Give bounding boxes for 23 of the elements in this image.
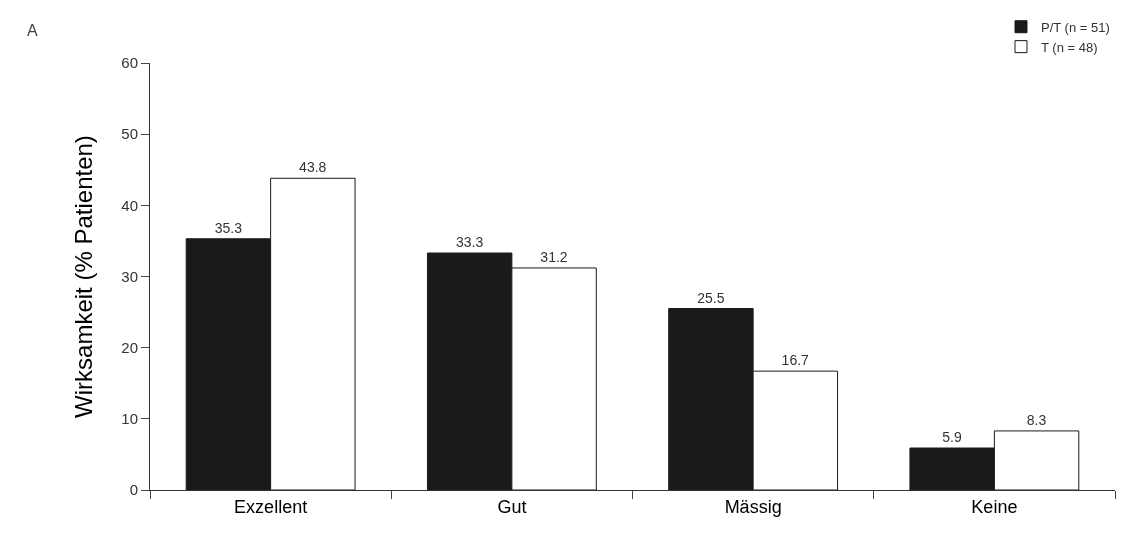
data-label: 5.9 [942,429,962,446]
data-label: 43.8 [299,159,327,176]
y-tick-label: 0 [129,481,138,499]
data-label: 8.3 [1026,411,1047,428]
y-tick-label: 10 [121,410,138,428]
legend-label: T (n = 48) [1041,39,1098,55]
legend-label: P/T (n = 51) [1041,19,1110,35]
y-tick-label: 40 [121,196,138,214]
data-label: 25.5 [697,289,725,306]
x-tick-label: Gut [497,496,527,517]
x-tick-label: Keine [971,496,1018,517]
y-tick-label: 60 [121,54,138,72]
y-tick-label: 50 [121,125,138,143]
y-tick-label: 20 [121,338,138,356]
x-tick-label: Exzellent [234,496,308,517]
data-label: 31.2 [540,248,568,265]
data-label: 16.7 [781,352,810,369]
y-axis-title: Wirksamkeit (% Patienten) [70,135,97,418]
text: A [27,22,38,39]
data-label: 33.3 [455,234,484,251]
y-tick-label: 30 [121,267,138,285]
data-label: 35.3 [214,219,243,236]
x-tick-label: Mässig [724,496,782,517]
